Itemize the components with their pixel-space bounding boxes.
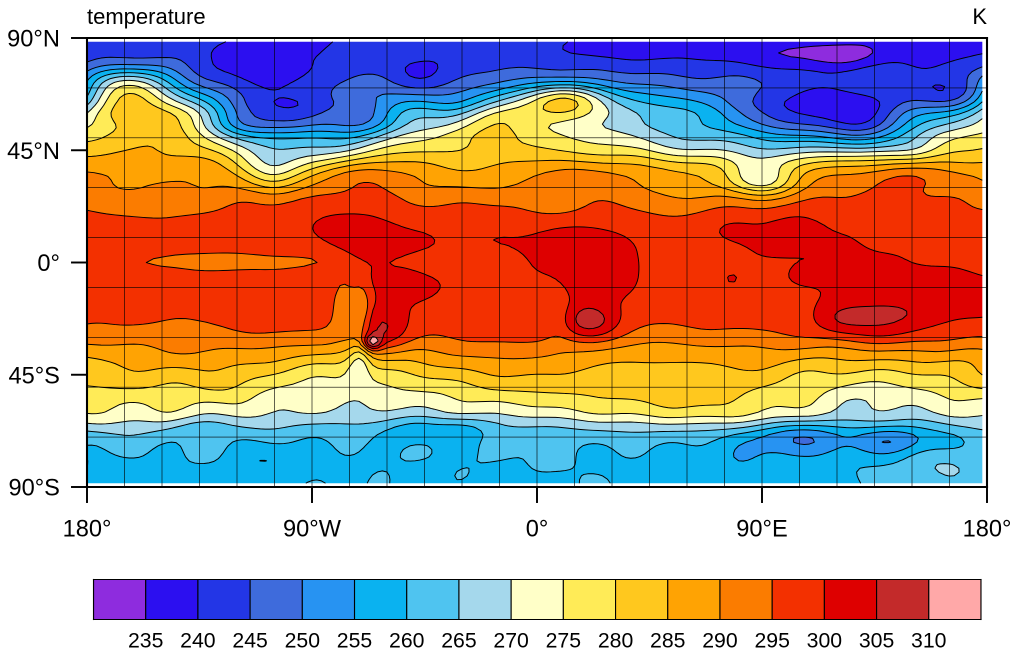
svg-text:300: 300 [807, 628, 842, 652]
svg-text:0°: 0° [37, 251, 60, 277]
svg-text:0°: 0° [526, 517, 549, 543]
svg-text:265: 265 [441, 628, 476, 652]
svg-text:280: 280 [598, 628, 633, 652]
svg-text:180°: 180° [63, 517, 112, 543]
svg-text:260: 260 [389, 628, 424, 652]
svg-text:275: 275 [546, 628, 581, 652]
svg-text:305: 305 [859, 628, 894, 652]
svg-text:270: 270 [493, 628, 528, 652]
svg-text:temperature: temperature [87, 4, 206, 29]
svg-text:310: 310 [911, 628, 946, 652]
svg-text:45°N: 45°N [7, 139, 60, 165]
svg-text:290: 290 [702, 628, 737, 652]
svg-text:235: 235 [128, 628, 163, 652]
svg-text:90°E: 90°E [736, 517, 787, 543]
svg-text:240: 240 [180, 628, 215, 652]
svg-text:245: 245 [232, 628, 267, 652]
svg-text:90°W: 90°W [283, 517, 342, 543]
svg-text:K: K [972, 4, 987, 29]
svg-text:295: 295 [754, 628, 789, 652]
svg-text:250: 250 [285, 628, 320, 652]
svg-text:45°S: 45°S [8, 363, 59, 389]
svg-text:180°: 180° [963, 517, 1012, 543]
svg-text:285: 285 [650, 628, 685, 652]
svg-text:90°N: 90°N [7, 27, 60, 53]
svg-text:255: 255 [337, 628, 372, 652]
svg-text:90°S: 90°S [8, 476, 59, 502]
